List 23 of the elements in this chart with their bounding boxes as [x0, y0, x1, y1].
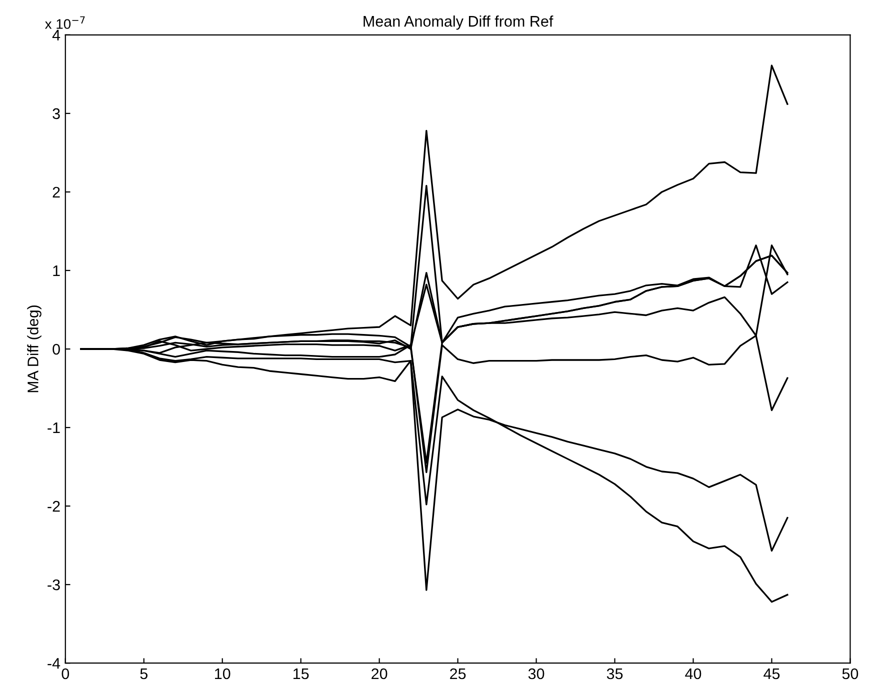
- x-tick-label: 20: [372, 668, 388, 680]
- x-tick-label: 45: [764, 668, 780, 680]
- x-tick-label: 30: [528, 668, 544, 680]
- text: x 10$^{−7}$: [45, 16, 85, 29]
- x-tick-label: 40: [685, 668, 702, 680]
- x-tick-label: 15: [294, 668, 309, 680]
- y-tick-label: 3: [52, 108, 60, 120]
- y-tick-label: -1: [48, 422, 60, 434]
- y-tick-label: -4: [48, 658, 60, 669]
- y-tick-label: 1: [53, 266, 60, 276]
- x-tick-label: 10: [215, 668, 230, 680]
- y-tick-label: -2: [48, 500, 60, 512]
- y-tick-label: 0: [52, 344, 60, 355]
- x-tick-label: 0: [62, 668, 70, 680]
- x-tick-label: 50: [842, 668, 858, 680]
- chart-title: Mean Anomaly Diff from Ref: [364, 15, 554, 30]
- y-tick-label: -3: [48, 579, 60, 590]
- y-axis-title: MA Diff (deg): [27, 306, 42, 392]
- y-tick-label: 2: [52, 186, 60, 198]
- x-tick-label: 5: [140, 668, 148, 680]
- y-tick-label: 4: [52, 30, 60, 40]
- x-tick-label: 35: [606, 668, 623, 680]
- x-tick-label: 25: [450, 668, 466, 680]
